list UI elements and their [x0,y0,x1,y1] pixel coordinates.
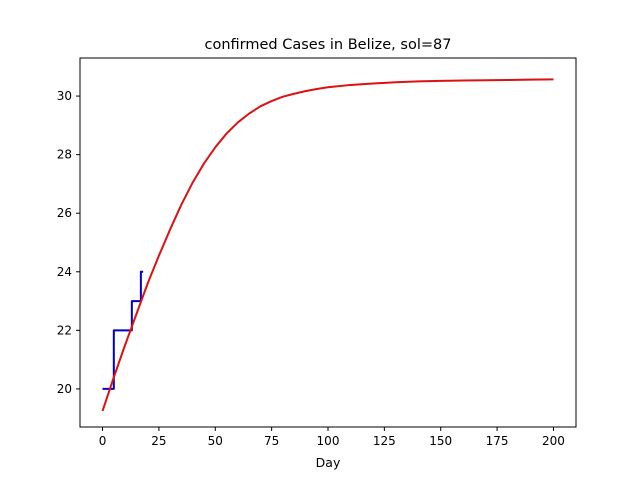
x-tick-label: 0 [99,434,107,448]
y-tick-label: 22 [57,323,72,337]
x-tick-label: 50 [208,434,223,448]
y-tick-label: 24 [57,265,72,279]
x-axis-label: Day [316,455,341,470]
x-tick-label: 150 [429,434,452,448]
series-line-1 [101,78,554,412]
x-tick-label: 200 [542,434,565,448]
x-tick-label: 125 [373,434,396,448]
y-axis-ticks: 20 22 24 26 28 30 [57,89,80,396]
y-tick-label: 28 [57,148,72,162]
plot-background [80,58,576,427]
series-line-0 [102,270,144,390]
x-tick-label: 75 [264,434,279,448]
x-tick-label: 100 [317,434,340,448]
chart-title: confirmed Cases in Belize, sol=87 [205,37,452,53]
x-axis-ticks: 0 25 50 75 100 125 150 175 200 [99,427,565,448]
x-tick-label: 175 [486,434,509,448]
plot-area [79,57,577,428]
y-tick-label: 20 [57,382,72,396]
series-layer [101,78,554,412]
y-tick-label: 30 [57,89,72,103]
x-tick-label: 25 [151,434,166,448]
y-tick-label: 26 [57,206,72,220]
